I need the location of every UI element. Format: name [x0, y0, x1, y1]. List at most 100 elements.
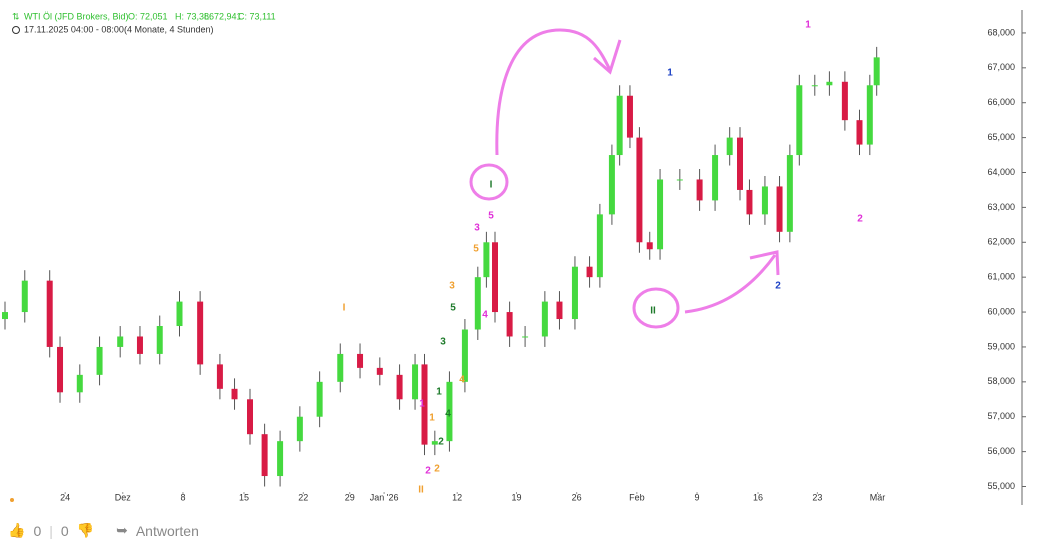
candle-body: [556, 301, 563, 320]
ohlc-value: H: 73,386: [175, 11, 214, 21]
candle-body: [316, 381, 323, 417]
candle-body: [506, 312, 513, 337]
x-tick-label: 12: [452, 492, 462, 502]
candle-body: [522, 336, 529, 338]
candle-body: [231, 388, 238, 400]
candle-body: [596, 214, 603, 278]
x-tick-label: 23: [812, 492, 822, 502]
wave-label: 1: [419, 399, 425, 410]
x-tick-label: 29: [345, 492, 355, 502]
candle-body: [608, 155, 615, 215]
like-count: 0: [33, 522, 42, 539]
x-tick-label: 24: [60, 492, 70, 502]
ohlc-value: C: 73,111: [238, 11, 276, 21]
x-tick-label: 16: [753, 492, 763, 502]
candle-body: [796, 85, 803, 156]
candle-body: [21, 280, 28, 313]
candle-body: [216, 364, 223, 389]
candle-body: [156, 326, 163, 354]
y-tick-label: 57,000: [987, 411, 1015, 421]
range: (4 Monate, 4 Stunden): [124, 24, 214, 34]
wave-label: 2: [434, 464, 440, 475]
candle-body: [646, 242, 653, 250]
icon: ⇅: [12, 11, 20, 21]
candle-body: [811, 85, 818, 87]
x-tick-label: 9: [695, 492, 700, 502]
wave-label: 5: [473, 244, 479, 255]
candle-body: [737, 137, 743, 190]
marker: [10, 498, 14, 502]
reply-button[interactable]: Antworten: [135, 522, 199, 539]
timeframe: 17.11.2025 04:00 - 08:00: [24, 24, 124, 34]
y-tick-label: 59,000: [987, 341, 1015, 351]
candle-body: [712, 155, 719, 201]
x-tick-label: Dez: [115, 492, 132, 502]
wave-label: II: [650, 306, 656, 317]
candle-body: [761, 186, 768, 215]
candle-body: [2, 312, 8, 320]
candle-body: [746, 189, 753, 215]
candle-body: [197, 301, 204, 365]
candle-body: [474, 277, 481, 330]
wave-label: 3: [440, 337, 446, 348]
candle-body: [786, 155, 793, 232]
candle-body: [96, 346, 103, 375]
wave-label: 1: [436, 387, 442, 398]
y-tick-label: 58,000: [987, 376, 1015, 386]
y-tick-label: 62,000: [987, 237, 1015, 247]
wave-label: 4: [459, 375, 465, 386]
circle-mark: [469, 163, 509, 201]
y-tick-label: 60,000: [987, 306, 1015, 316]
wave-label: 1: [805, 20, 811, 31]
ohlc-value: L: 72,941: [204, 11, 242, 21]
arrow: [684, 254, 777, 314]
candle-body: [136, 336, 143, 354]
candle-body: [616, 95, 623, 156]
arrow: [495, 28, 612, 156]
candle-body: [446, 381, 453, 442]
candle-body: [626, 95, 633, 138]
candle-body: [866, 85, 873, 145]
candle-body: [412, 364, 419, 400]
wave-label: 5: [488, 211, 494, 222]
wave-label: II: [418, 485, 424, 496]
candle-body: [541, 301, 548, 337]
ohlc-value: O: 72,051: [128, 11, 168, 21]
candle-body: [841, 81, 848, 121]
symbol: WTI Öl (JFD Brokers, Bid): [24, 11, 129, 21]
reply-icon[interactable]: ➥: [116, 522, 128, 538]
wave-label: 2: [425, 466, 431, 477]
wave-label: 1: [667, 68, 673, 79]
x-tick-label: 15: [239, 492, 249, 502]
y-tick-label: 56,000: [987, 446, 1015, 456]
wave-label: 4: [482, 310, 488, 321]
y-tick-label: 66,000: [987, 97, 1015, 107]
candle-body: [571, 266, 578, 320]
x-tick-label: 26: [572, 492, 582, 502]
candle-body: [431, 441, 438, 445]
candle-body: [676, 179, 683, 181]
dislike-count: 0: [60, 522, 69, 539]
wave-label: 1: [429, 413, 435, 424]
wave-label: 2: [438, 437, 444, 448]
x-tick-label: Feb: [629, 492, 645, 502]
candle-body: [357, 353, 364, 368]
wave-label: 2: [857, 214, 863, 225]
candle-body: [117, 336, 124, 347]
candle-body: [46, 280, 53, 347]
x-tick-label: 8: [180, 492, 185, 502]
candle-body: [176, 301, 183, 327]
wave-label: 5: [450, 303, 456, 314]
x-tick-label: Mär: [870, 492, 886, 502]
candle-body: [483, 242, 490, 278]
y-tick-label: 55,000: [987, 481, 1015, 491]
x-tick-label: 19: [511, 492, 521, 502]
candle-body: [76, 374, 83, 393]
like-icon[interactable]: 👍: [8, 522, 26, 538]
y-tick-label: 67,000: [987, 62, 1015, 72]
clock-icon: [12, 26, 20, 34]
wave-label: 3: [474, 223, 480, 234]
dislike-icon[interactable]: 👎: [76, 522, 95, 538]
y-tick-label: 68,000: [987, 27, 1015, 37]
